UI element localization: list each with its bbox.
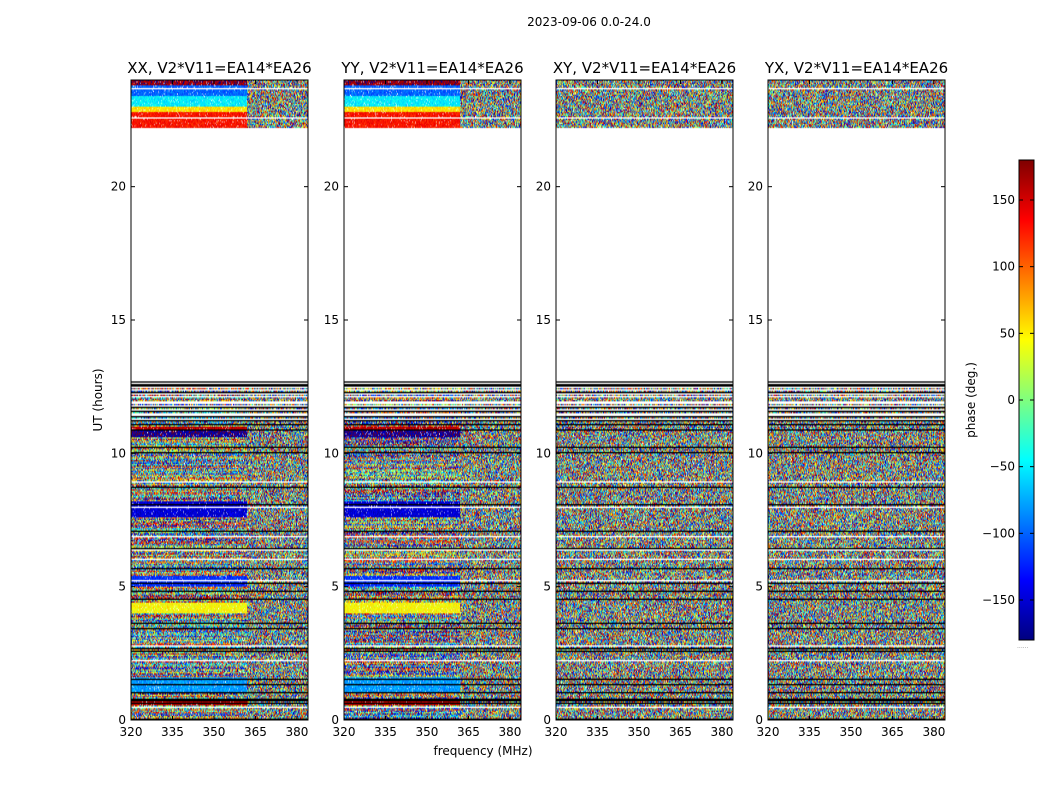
x-tick-label: 335	[586, 725, 609, 739]
colorbar-footnote: ......	[1017, 643, 1029, 650]
colorbar-tick-label: −50	[990, 460, 1015, 474]
panel-3-heatmap	[768, 80, 945, 720]
panel-1: YY, V2*V11=EA14*EA26 320 335 350 365 380 0 5 10 1…	[324, 59, 524, 739]
panel-1-heatmap	[344, 80, 521, 720]
x-tick-label: 320	[333, 725, 356, 739]
x-tick-label: 365	[244, 725, 267, 739]
colorbar-tick-label: 150	[992, 193, 1015, 207]
x-axis-label: frequency (MHz)	[433, 744, 532, 758]
y-tick-label: 5	[543, 580, 551, 594]
panel-2-heatmap	[556, 80, 733, 720]
x-tick-label: 350	[416, 725, 439, 739]
y-tick-label: 20	[324, 180, 339, 194]
panel-0-heatmap	[131, 80, 308, 720]
y-tick-label: 0	[543, 713, 551, 727]
x-tick-label: 335	[798, 725, 821, 739]
panel-0-frame	[130, 79, 309, 721]
panel-1-title: YY, V2*V11=EA14*EA26	[340, 59, 523, 77]
colorbar: 150 100 50 0 −50 −100 −150 phase (deg.)......	[964, 159, 1035, 650]
y-axis-label: UT (hours)	[91, 368, 105, 431]
y-tick-label: 5	[118, 580, 126, 594]
x-tick-label: 320	[120, 725, 143, 739]
y-tick-label: 10	[324, 446, 339, 460]
colorbar-tick-label: −100	[982, 526, 1015, 540]
y-tick-label: 0	[331, 713, 339, 727]
panel-3: YX, V2*V11=EA14*EA26 320 335 350 365 380 0 5 10 1…	[748, 59, 948, 739]
y-tick-label: 20	[748, 180, 763, 194]
y-tick-label: 10	[748, 446, 763, 460]
panel-3-frame	[767, 79, 946, 721]
y-tick-label: 20	[536, 180, 551, 194]
colorbar-tick-label: 100	[992, 260, 1015, 274]
y-tick-label: 20	[111, 180, 126, 194]
x-tick-label: 335	[374, 725, 397, 739]
colorbar-tick-label: 50	[1000, 326, 1015, 340]
x-tick-label: 350	[628, 725, 651, 739]
x-tick-label: 335	[161, 725, 184, 739]
y-tick-label: 0	[755, 713, 763, 727]
x-tick-label: 365	[669, 725, 692, 739]
panel-0-title: XX, V2*V11=EA14*EA26	[127, 59, 311, 77]
panel-1-frame	[343, 79, 522, 721]
colorbar-tick-label: 0	[1007, 393, 1015, 407]
x-tick-label: 380	[285, 725, 308, 739]
y-tick-label: 10	[536, 446, 551, 460]
x-tick-label: 380	[498, 725, 521, 739]
y-tick-label: 5	[331, 580, 339, 594]
x-tick-label: 350	[203, 725, 226, 739]
colorbar-tick-label: −150	[982, 593, 1015, 607]
y-tick-label: 10	[111, 446, 126, 460]
y-tick-label: 0	[118, 713, 126, 727]
panel-2: XY, V2*V11=EA14*EA26 320 335 350 365 380 0 5 10 1…	[536, 59, 736, 739]
x-tick-label: 380	[922, 725, 945, 739]
y-tick-label: 15	[111, 313, 126, 327]
panel-2-title: XY, V2*V11=EA14*EA26	[553, 59, 736, 77]
panel-0: XX, V2*V11=EA14*EA26 320 335 350 365 380 0 5 10 1…	[111, 59, 312, 739]
panel-3-title: YX, V2*V11=EA14*EA26	[764, 59, 948, 77]
y-tick-label: 15	[536, 313, 551, 327]
x-tick-label: 320	[545, 725, 568, 739]
figure-title: 2023-09-06 0.0-24.0	[527, 15, 651, 29]
x-tick-label: 320	[757, 725, 780, 739]
y-tick-label: 5	[755, 580, 763, 594]
colorbar-label: phase (deg.)	[964, 362, 978, 438]
x-tick-label: 365	[457, 725, 480, 739]
x-tick-label: 365	[881, 725, 904, 739]
y-tick-label: 15	[748, 313, 763, 327]
panels-group: XX, V2*V11=EA14*EA26 320 335 350 365 380 0 5 10 1…	[111, 59, 948, 739]
y-tick-label: 15	[324, 313, 339, 327]
x-tick-label: 350	[840, 725, 863, 739]
x-tick-label: 380	[710, 725, 733, 739]
panel-2-frame	[555, 79, 734, 721]
